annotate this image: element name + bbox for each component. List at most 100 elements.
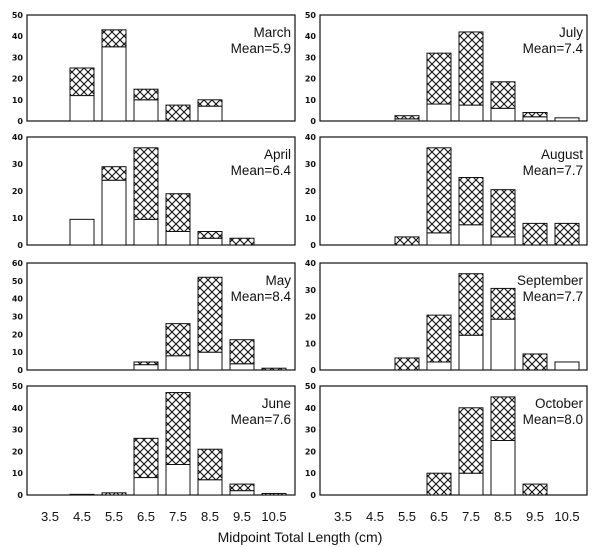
y-tick-label: 10 <box>305 214 317 223</box>
bar-hatched-7.5 <box>165 392 191 465</box>
x-tick-label: 6.5 <box>430 509 448 524</box>
bar-hatched-6.5 <box>426 52 452 105</box>
bar-open-6.5 <box>133 218 159 246</box>
month-label: April <box>264 147 291 162</box>
y-tick-label: 30 <box>12 160 24 169</box>
bar-open-8.5 <box>197 479 223 496</box>
x-tick-label: 9.5 <box>233 509 251 524</box>
y-tick-label: 10 <box>305 96 317 105</box>
bar-hatched-6.5 <box>426 472 452 496</box>
bar-open-7.5 <box>458 334 484 371</box>
bar-hatched-7.5 <box>458 31 484 106</box>
y-tick-label: 50 <box>12 277 24 286</box>
y-tick-label: 20 <box>12 447 24 456</box>
bar-hatched-6.5 <box>133 88 159 101</box>
y-tick-label: 0 <box>17 117 23 126</box>
mean-label: Mean=5.9 <box>231 41 291 56</box>
bar-open-8.5 <box>490 236 516 246</box>
bar-open-4.5 <box>69 95 95 122</box>
bar-open-7.5 <box>458 224 484 246</box>
month-label: August <box>541 147 583 162</box>
y-tick-label: 0 <box>310 241 316 250</box>
bar-hatched-7.5 <box>458 273 484 336</box>
bar-open-10.5 <box>554 361 580 371</box>
bar-hatched-9.5 <box>229 237 255 246</box>
bar-open-5.5 <box>101 179 127 246</box>
y-tick-label: 20 <box>12 330 24 339</box>
bar-open-4.5 <box>69 218 95 246</box>
y-tick-label: 0 <box>17 241 23 250</box>
mean-label: Mean=6.4 <box>231 163 292 178</box>
month-label: September <box>517 273 584 288</box>
y-tick-label: 30 <box>12 426 24 435</box>
month-label: May <box>265 273 291 288</box>
bar-hatched-7.5 <box>165 193 191 232</box>
bar-hatched-5.5 <box>101 492 127 496</box>
bar-open-8.5 <box>490 107 516 122</box>
bar-hatched-5.5 <box>394 357 420 371</box>
mean-label: Mean=8.0 <box>523 412 583 427</box>
y-tick-label: 0 <box>310 366 316 375</box>
y-tick-label: 10 <box>12 469 24 478</box>
y-tick-label: 30 <box>12 313 24 322</box>
bar-hatched-4.5 <box>69 67 95 97</box>
y-tick-label: 40 <box>305 133 317 142</box>
mean-label: Mean=8.4 <box>231 289 292 304</box>
y-tick-label: 40 <box>305 259 317 268</box>
bar-hatched-6.5 <box>426 147 452 234</box>
y-tick-label: 50 <box>305 11 317 20</box>
month-label: March <box>253 25 291 40</box>
bar-hatched-6.5 <box>426 314 452 363</box>
plot-frame <box>319 262 588 371</box>
month-label: July <box>559 25 583 40</box>
bar-hatched-9.5 <box>522 353 548 371</box>
bar-open-6.5 <box>133 477 159 496</box>
y-tick-label: 40 <box>12 32 24 41</box>
x-tick-label: 9.5 <box>526 509 544 524</box>
y-tick-label: 20 <box>305 75 317 84</box>
x-tick-label: 3.5 <box>334 509 352 524</box>
bar-hatched-8.5 <box>197 99 223 107</box>
mean-label: Mean=7.4 <box>523 41 584 56</box>
bar-open-6.5 <box>426 361 452 371</box>
bar-open-6.5 <box>133 364 159 371</box>
bar-hatched-10.5 <box>261 492 287 496</box>
y-tick-label: 20 <box>305 447 317 456</box>
y-tick-label: 20 <box>305 187 317 196</box>
bar-open-8.5 <box>490 318 516 371</box>
month-label: June <box>262 396 291 411</box>
x-tick-label: 7.5 <box>462 509 480 524</box>
x-tick-label: 8.5 <box>201 509 219 524</box>
bar-hatched-9.5 <box>522 222 548 246</box>
x-tick-label: 6.5 <box>137 509 155 524</box>
y-tick-label: 30 <box>305 286 317 295</box>
bar-hatched-5.5 <box>394 236 420 246</box>
bar-open-8.5 <box>197 105 223 122</box>
x-tick-label: 3.5 <box>41 509 59 524</box>
y-tick-label: 30 <box>305 426 317 435</box>
y-tick-label: 40 <box>12 295 24 304</box>
y-tick-label: 0 <box>310 117 316 126</box>
bar-hatched-7.5 <box>458 177 484 226</box>
x-tick-label: 8.5 <box>494 509 512 524</box>
x-tick-label: 4.5 <box>73 509 91 524</box>
plot-frame <box>319 136 588 246</box>
bar-hatched-4.5 <box>69 493 95 496</box>
y-tick-label: 10 <box>12 214 24 223</box>
y-tick-label: 40 <box>305 404 317 413</box>
bar-open-9.5 <box>522 116 548 122</box>
bar-open-10.5 <box>554 117 580 122</box>
bar-hatched-8.5 <box>490 81 516 109</box>
bar-hatched-5.5 <box>101 29 127 48</box>
x-tick-label: 5.5 <box>105 509 123 524</box>
x-tick-label: 10.5 <box>261 509 286 524</box>
bar-hatched-8.5 <box>197 231 223 239</box>
